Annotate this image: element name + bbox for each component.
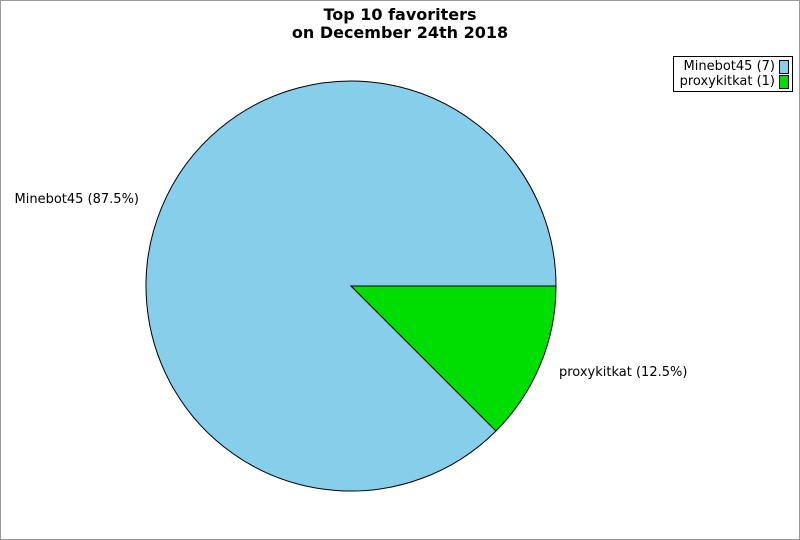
legend-item-minebot45: Minebot45 (7) <box>680 59 789 74</box>
legend-label-minebot45: Minebot45 (7) <box>683 59 775 74</box>
slice-label-minebot45: Minebot45 (87.5%) <box>14 192 139 207</box>
legend-swatch-proxykitkat <box>779 74 789 89</box>
chart-title-line2: on December 24th 2018 <box>291 23 509 42</box>
slice-label-proxykitkat: proxykitkat (12.5%) <box>559 365 688 380</box>
chart-title-line1: Top 10 favoriters <box>323 5 477 24</box>
legend: Minebot45 (7) proxykitkat (1) <box>672 56 793 92</box>
legend-swatch-minebot45 <box>779 59 789 74</box>
legend-item-proxykitkat: proxykitkat (1) <box>680 74 789 89</box>
chart-title: Top 10 favoriters on December 24th 2018 <box>1 6 799 42</box>
pie-slice-proxykitkat <box>349 285 557 432</box>
legend-label-proxykitkat: proxykitkat (1) <box>679 74 775 89</box>
